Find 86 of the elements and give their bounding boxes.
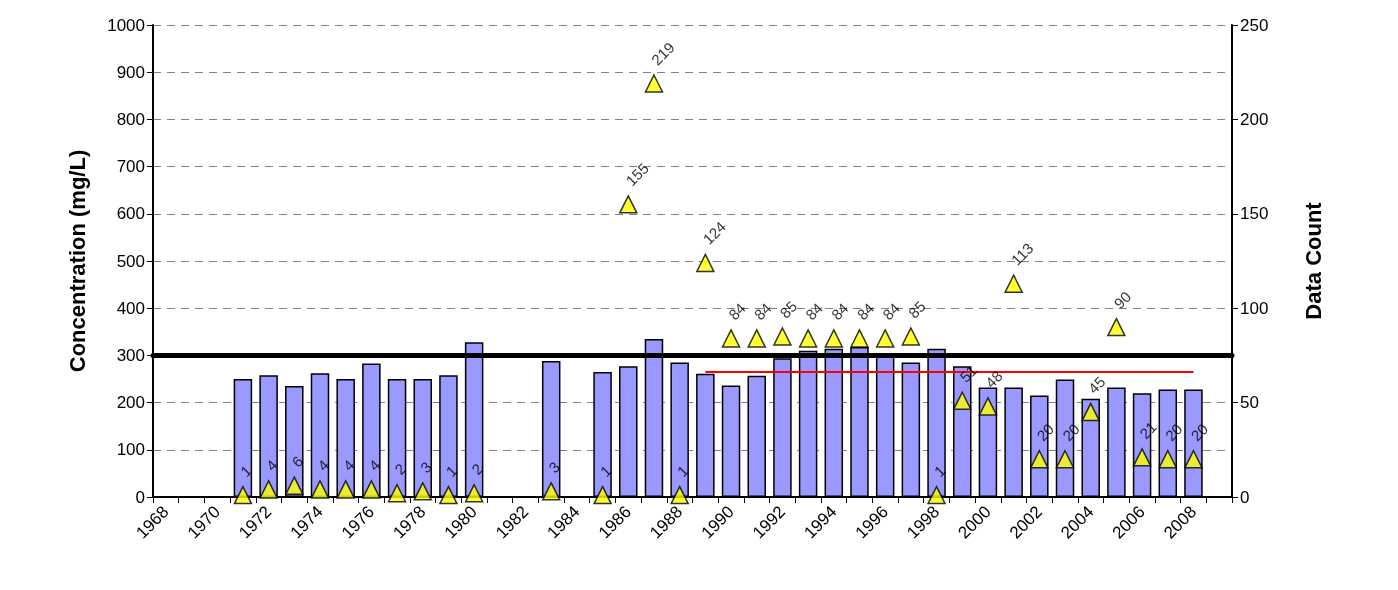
point: [387, 483, 407, 503]
y-tick-label: 600: [116, 204, 145, 224]
point: [413, 482, 432, 501]
point: [439, 485, 458, 505]
y2-tick-label: 250: [1240, 15, 1269, 35]
point: [747, 329, 766, 348]
data-label: 6: [288, 452, 307, 471]
point: [927, 485, 946, 505]
y2-tick-label: 50: [1240, 393, 1259, 413]
y-tick-label: 300: [116, 345, 145, 365]
point: [953, 391, 972, 410]
data-label: 84: [725, 299, 749, 324]
point: [310, 480, 330, 499]
data-label: 45: [1084, 372, 1109, 397]
data-label: 48: [981, 367, 1006, 392]
point: [1004, 274, 1023, 293]
data-label: 84: [802, 299, 826, 324]
data-label: 90: [1110, 288, 1135, 312]
data-label: 84: [827, 299, 852, 324]
data-label: 1: [442, 461, 461, 480]
data-label: 84: [879, 299, 903, 324]
y-tick-label: 800: [116, 109, 145, 129]
point: [285, 476, 304, 495]
y2-tick-label: 0: [1240, 487, 1250, 507]
y2-axis-title: Data Count: [1300, 201, 1326, 320]
y-tick-label: 200: [116, 393, 145, 413]
point: [978, 397, 998, 416]
data-label: 84: [750, 299, 775, 324]
data-label: 84: [853, 299, 878, 324]
y2-tick-label: 200: [1240, 109, 1269, 129]
point: [464, 483, 484, 503]
point: [362, 480, 381, 499]
point: [1030, 449, 1049, 469]
data-label: 155: [622, 159, 652, 190]
data-label: 3: [416, 458, 435, 477]
y-tick-label: 500: [116, 251, 145, 271]
point: [593, 485, 612, 505]
data-label: 219: [647, 38, 678, 69]
y2-tick-label: 150: [1240, 204, 1269, 224]
data-label: 1: [236, 461, 255, 480]
y-tick-label: 1000: [107, 15, 145, 35]
data-label: 85: [904, 297, 929, 322]
point: [798, 329, 818, 348]
point: [901, 327, 921, 346]
point: [644, 74, 664, 93]
y-axis-title: Concentration (mg/L): [64, 149, 90, 373]
point: [875, 329, 895, 348]
y-tick-label: 900: [116, 62, 145, 82]
data-label: 4: [313, 456, 332, 475]
data-label: 3: [545, 458, 564, 477]
y2-tick-label: 100: [1240, 298, 1269, 318]
y-tick-label: 100: [116, 440, 145, 460]
point: [1107, 317, 1126, 337]
point: [619, 195, 638, 214]
data-label: 4: [339, 456, 358, 475]
data-label: 20: [1187, 420, 1212, 444]
data-label: 1: [930, 461, 949, 480]
point: [721, 329, 741, 348]
y-tick-label: 400: [116, 298, 145, 318]
point: [259, 480, 278, 499]
data-label: 113: [1007, 239, 1037, 269]
point: [1184, 449, 1203, 469]
point: [1081, 402, 1100, 422]
point: [336, 480, 355, 499]
point: [824, 329, 844, 348]
data-label: 1: [596, 461, 615, 480]
point: [670, 485, 689, 505]
point: [1132, 448, 1152, 467]
data-label: 51: [956, 361, 981, 386]
data-label: 2: [468, 460, 487, 478]
y-tick-label: 0: [135, 487, 145, 507]
data-label: 1: [673, 461, 692, 480]
data-label: 124: [699, 217, 730, 248]
point: [541, 482, 561, 501]
data-label: 2: [391, 460, 409, 478]
point: [696, 253, 715, 273]
data-label: 4: [365, 456, 384, 475]
y-tick-label: 700: [116, 157, 145, 177]
data-label: 20: [1033, 420, 1058, 444]
point: [850, 329, 869, 348]
data-label: 85: [776, 297, 801, 322]
data-label: 4: [262, 456, 281, 475]
point: [773, 327, 792, 346]
point: [1055, 449, 1075, 469]
point: [233, 485, 253, 505]
point: [1158, 449, 1178, 469]
